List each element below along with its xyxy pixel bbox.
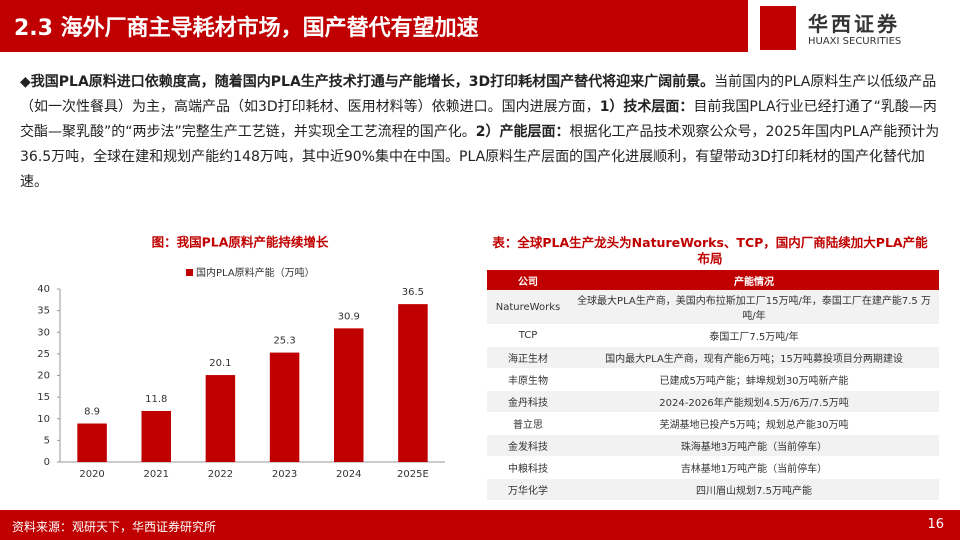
bar [77, 423, 107, 462]
y-tick-label: 25 [37, 349, 50, 360]
bar [205, 375, 236, 462]
table-cell: 海正生材 [487, 346, 569, 369]
body-text: ◆我国PLA原料进口依赖度高，随着国内PLA生产技术打通与产能增长，3D打印耗材… [20, 70, 945, 195]
table-row: 万华化学 四川眉山规划7.5万吨产能 [487, 478, 939, 501]
table-row: NatureWorks 全球最大PLA生产商，美国内布拉斯加工厂15万吨/年，泰国… [487, 290, 939, 325]
slide-title: 2.3 海外厂商主导耗材市场，国产替代有望加速 [14, 16, 479, 41]
table-cell: 丰原生物 [487, 368, 569, 391]
data-label: 25.3 [273, 336, 295, 347]
source-note: 资料来源：观研天下，华西证券研究所 [12, 520, 217, 534]
x-tick-label: 2023 [272, 469, 297, 480]
column-header: 公司 [487, 270, 569, 290]
table-cell: 金丹科技 [487, 390, 569, 413]
data-label: 20.1 [209, 358, 231, 369]
table-cell: 吉林基地1万吨产能（当前停车） [569, 456, 939, 479]
text-run: 2）产能层面： [475, 124, 570, 140]
table: 公司 产能情况 NatureWorks 全球最大PLA生产商，美国内布拉斯加工厂15万… [487, 270, 939, 501]
logo-mark [760, 6, 796, 50]
table-cell: 芜湖基地已投产5万吨；规划总产能30万吨 [569, 412, 939, 435]
column-header: 产能情况 [569, 270, 939, 290]
table-title: 表：全球PLA生产龙头为NatureWorks、TCP，国内厂商陆续加大PLA产… [492, 235, 928, 266]
table-cell: 四川眉山规划7.5万吨产能 [569, 478, 939, 501]
footer-bar: 资料来源：观研天下，华西证券研究所 16 [0, 510, 960, 540]
data-label: 36.5 [402, 287, 424, 298]
header-row: 公司 产能情况 [487, 270, 939, 290]
y-tick-label: 40 [37, 284, 50, 295]
table-cell: 普立思 [487, 412, 569, 435]
header-bar: 2.3 海外厂商主导耗材市场，国产替代有望加速 [0, 0, 748, 52]
bar [398, 304, 428, 462]
legend-label: 国内PLA原料产能（万吨） [196, 266, 315, 279]
chart-title: 图：我国PLA原料产能持续增长 [152, 235, 329, 250]
y-tick-label: 0 [44, 457, 50, 468]
text-run: 目前我国PLA行业已经打通了“乳酸—丙交酯—聚乳酸”的“两步法”完整生产工艺链，… [20, 99, 937, 140]
text-run: 根据化工产品技术观察公众号，2025年国内PLA产能预计为36.5万吨，全球在建… [20, 124, 940, 190]
table-cell: 珠海基地3万吨产能（当前停车） [569, 434, 939, 457]
table-row: 丰原生物 已建成5万吨产能；蚌埠规划30万吨新产能 [487, 368, 939, 391]
x-tick-label: 2020 [79, 469, 104, 480]
y-tick-label: 5 [44, 435, 50, 446]
y-tick-label: 30 [37, 327, 50, 338]
table-cell: NatureWorks [487, 290, 569, 325]
bar [269, 352, 300, 462]
table-row: 中粮科技 吉林基地1万吨产能（当前停车） [487, 456, 939, 479]
table-row: 金发科技 珠海基地3万吨产能（当前停车） [487, 434, 939, 457]
table-row: 普立思 芜湖基地已投产5万吨；规划总产能30万吨 [487, 412, 939, 435]
data-label: 8.9 [84, 407, 100, 418]
text-run: ◆我国PLA原料进口依赖度高，随着国内PLA生产技术打通与产能增长，3D打印耗材… [20, 74, 715, 90]
y-tick-label: 35 [37, 306, 50, 317]
table-cell: 泰国工厂7.5万吨/年 [569, 324, 939, 347]
y-tick-label: 15 [37, 392, 50, 403]
table-cell: 2024-2026年产能规划4.5万/6万/7.5万吨 [569, 390, 939, 413]
logo-subtext: HUAXI SECURITIES [808, 36, 902, 47]
logo: 华西证券 HUAXI SECURITIES [760, 6, 950, 50]
page-number: 16 [927, 517, 944, 532]
table-row: 海正生材 国内最大PLA生产商，现有产能6万吨；15万吨募投项目分两期建设 [487, 346, 939, 369]
table-cell: 已建成5万吨产能；蚌埠规划30万吨新产能 [569, 368, 939, 391]
table-row: 金丹科技 2024-2026年产能规划4.5万/6万/7.5万吨 [487, 390, 939, 413]
table-row: TCP 泰国工厂7.5万吨/年 [487, 324, 939, 347]
x-tick-label: 2022 [208, 469, 233, 480]
y-tick-label: 10 [37, 414, 50, 425]
legend-swatch [186, 269, 193, 276]
table-cell: 万华化学 [487, 478, 569, 501]
x-tick-label: 2024 [336, 469, 361, 480]
text-run: 当前国内的PLA原料生产以低级产品（如一次性餐具）为主，高端产品（如3D打印耗材… [20, 74, 937, 115]
y-tick-label: 20 [37, 371, 50, 382]
bar [141, 410, 172, 462]
data-label: 30.9 [338, 311, 360, 322]
table-cell: TCP [487, 324, 569, 347]
bar [333, 328, 364, 462]
text-run: 1）技术层面： [599, 99, 694, 115]
table-cell: 全球最大PLA生产商，美国内布拉斯加工厂15万吨/年，泰国工厂在建产能7.5 万… [569, 290, 939, 325]
table-cell: 中粮科技 [487, 456, 569, 479]
table-cell: 金发科技 [487, 434, 569, 457]
data-label: 11.8 [145, 394, 167, 405]
table-cell: 国内最大PLA生产商，现有产能6万吨；15万吨募投项目分两期建设 [569, 346, 939, 369]
x-tick-label: 2025E [397, 469, 429, 480]
x-tick-label: 2021 [144, 469, 169, 480]
chart: 图：我国PLA原料产能持续增长 国内PLA原料产能（万吨） 0 5 10 15 20 25 3… [37, 235, 445, 480]
logo-text: 华西证券 [808, 12, 900, 36]
